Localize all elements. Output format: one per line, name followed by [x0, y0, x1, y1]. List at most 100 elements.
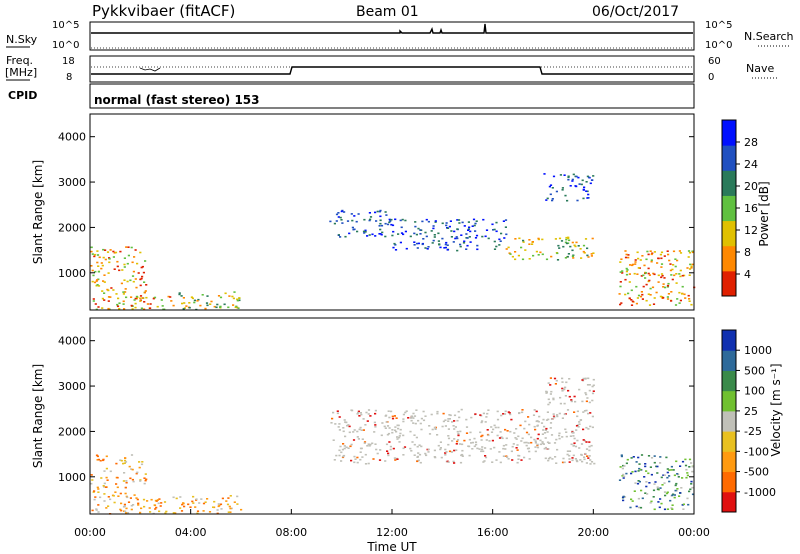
echo-cell — [549, 384, 552, 386]
echo-cell — [386, 223, 390, 226]
echo-cell — [580, 454, 583, 456]
echo-cell — [99, 496, 102, 499]
nave-tick-top: 60 — [708, 56, 721, 67]
echo-cell — [619, 271, 622, 273]
echo-cell — [553, 377, 557, 380]
echo-cell — [187, 503, 190, 506]
echo-cell — [446, 244, 449, 246]
echo-cell — [387, 432, 391, 435]
echo-cell — [570, 400, 573, 403]
echo-cell — [123, 279, 126, 281]
echo-cell — [673, 474, 676, 477]
echo-cell — [492, 229, 495, 231]
echo-cell — [433, 234, 436, 236]
echo-cell — [124, 291, 127, 293]
echo-cell — [461, 221, 464, 224]
echo-cell — [520, 440, 523, 442]
echo-cell — [236, 299, 239, 302]
colorbar-swatch — [722, 220, 736, 247]
echo-cell — [156, 499, 159, 501]
echo-cell — [341, 448, 344, 451]
echo-cell — [670, 507, 673, 509]
echo-cell — [659, 487, 662, 489]
echo-cell — [671, 494, 674, 497]
echo-cell — [338, 454, 341, 457]
echo-cell — [558, 237, 562, 240]
echo-cell — [650, 260, 653, 263]
echo-cell — [120, 459, 123, 462]
echo-cell — [585, 400, 588, 403]
echo-cell — [391, 224, 395, 227]
echo-cell — [659, 295, 662, 298]
echo-cell — [444, 246, 447, 249]
echo-cell — [419, 422, 422, 425]
echo-cell — [579, 248, 582, 250]
colorbar-tick-label: -100 — [744, 445, 769, 458]
echo-cell — [479, 431, 482, 434]
echo-cell — [588, 401, 591, 404]
nsearch-tick-bottom: 10^0 — [705, 40, 732, 51]
echo-cell — [691, 486, 694, 489]
echo-cell — [558, 437, 561, 440]
echo-cell — [495, 221, 498, 224]
echo-cell — [487, 237, 490, 240]
echo-cell — [622, 495, 625, 498]
echo-cell — [690, 265, 693, 268]
echo-cell — [660, 502, 663, 505]
echo-cell — [645, 481, 648, 483]
echo-cell — [514, 437, 517, 439]
echo-cell — [625, 253, 628, 256]
echo-cell — [656, 472, 659, 474]
echo-cell — [492, 428, 495, 431]
echo-cell — [96, 486, 99, 489]
echo-cell — [560, 240, 564, 242]
echo-cell — [148, 507, 151, 509]
echo-cell — [400, 226, 403, 229]
echo-cell — [217, 503, 220, 505]
echo-cell — [121, 269, 124, 271]
echo-cell — [631, 263, 635, 266]
echo-cell — [409, 447, 412, 450]
echo-cell — [389, 448, 392, 451]
echo-cell — [364, 231, 367, 233]
echo-cell — [127, 254, 130, 257]
echo-cell — [470, 442, 473, 444]
echo-cell — [674, 304, 678, 306]
echo-cell — [122, 303, 125, 305]
echo-cell — [666, 284, 670, 287]
echo-cell — [572, 257, 575, 259]
echo-cell — [663, 482, 666, 484]
echo-cell — [411, 441, 414, 443]
echo-cell — [106, 288, 109, 291]
echo-cell — [227, 511, 230, 513]
echo-cell — [582, 244, 586, 247]
echo-cell — [398, 436, 401, 439]
colorbar-tick-label: 500 — [744, 364, 765, 377]
echo-cell — [404, 230, 407, 233]
echo-cell — [109, 249, 112, 251]
colorbar-swatch — [722, 195, 736, 222]
echo-cell — [444, 419, 447, 421]
echo-cell — [473, 445, 476, 448]
echo-cell — [489, 448, 492, 450]
echo-cell — [123, 462, 126, 464]
echo-cell — [564, 241, 567, 244]
echo-cell — [156, 305, 159, 308]
echo-cell — [460, 454, 463, 457]
echo-cell — [459, 243, 462, 246]
echo-cell — [116, 476, 119, 479]
echo-cell — [637, 456, 640, 459]
echo-cell — [501, 437, 504, 440]
echo-cell — [623, 475, 626, 478]
echo-cell — [383, 425, 386, 428]
echo-cell — [441, 222, 444, 225]
echo-cell — [493, 446, 496, 449]
echo-cell — [547, 418, 550, 421]
echo-cell — [505, 455, 508, 457]
echo-cell — [125, 296, 128, 299]
echo-cell — [507, 458, 510, 460]
echo-cell — [573, 395, 576, 398]
echo-cell — [418, 444, 421, 446]
echo-cell — [457, 432, 460, 435]
echo-cell — [413, 454, 416, 456]
